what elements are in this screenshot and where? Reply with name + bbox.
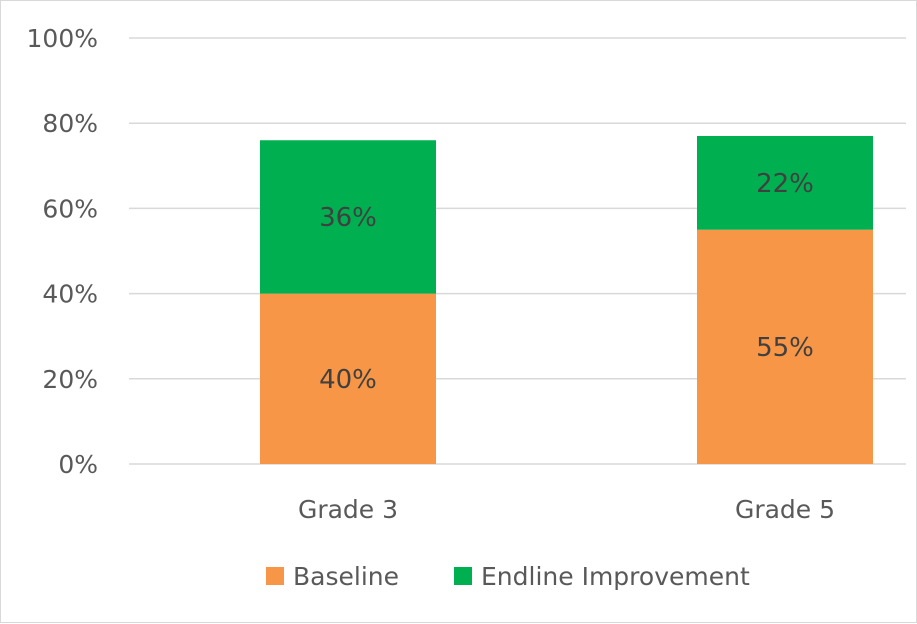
bar-baseline — [260, 293, 436, 464]
y-tick-label: 0% — [58, 450, 98, 479]
legend-label: Endline Improvement — [481, 562, 750, 591]
bar-endline-improvement — [697, 135, 873, 230]
x-category-label: Grade 5 — [735, 495, 835, 524]
data-label: 22% — [756, 169, 814, 199]
y-tick-label: 100% — [27, 24, 98, 53]
x-category-label: Grade 3 — [298, 495, 398, 524]
legend-swatch — [266, 567, 284, 585]
data-label: 55% — [756, 333, 814, 363]
bar-baseline — [697, 229, 873, 464]
data-label: 36% — [319, 203, 377, 233]
bar-endline-improvement — [260, 140, 436, 294]
y-tick-label: 60% — [42, 194, 98, 223]
y-tick-label: 80% — [42, 109, 98, 138]
y-tick-label: 20% — [42, 365, 98, 394]
y-tick-label: 40% — [42, 280, 98, 309]
legend-swatch — [454, 567, 472, 585]
legend-label: Baseline — [293, 562, 399, 591]
data-label: 40% — [319, 365, 377, 395]
